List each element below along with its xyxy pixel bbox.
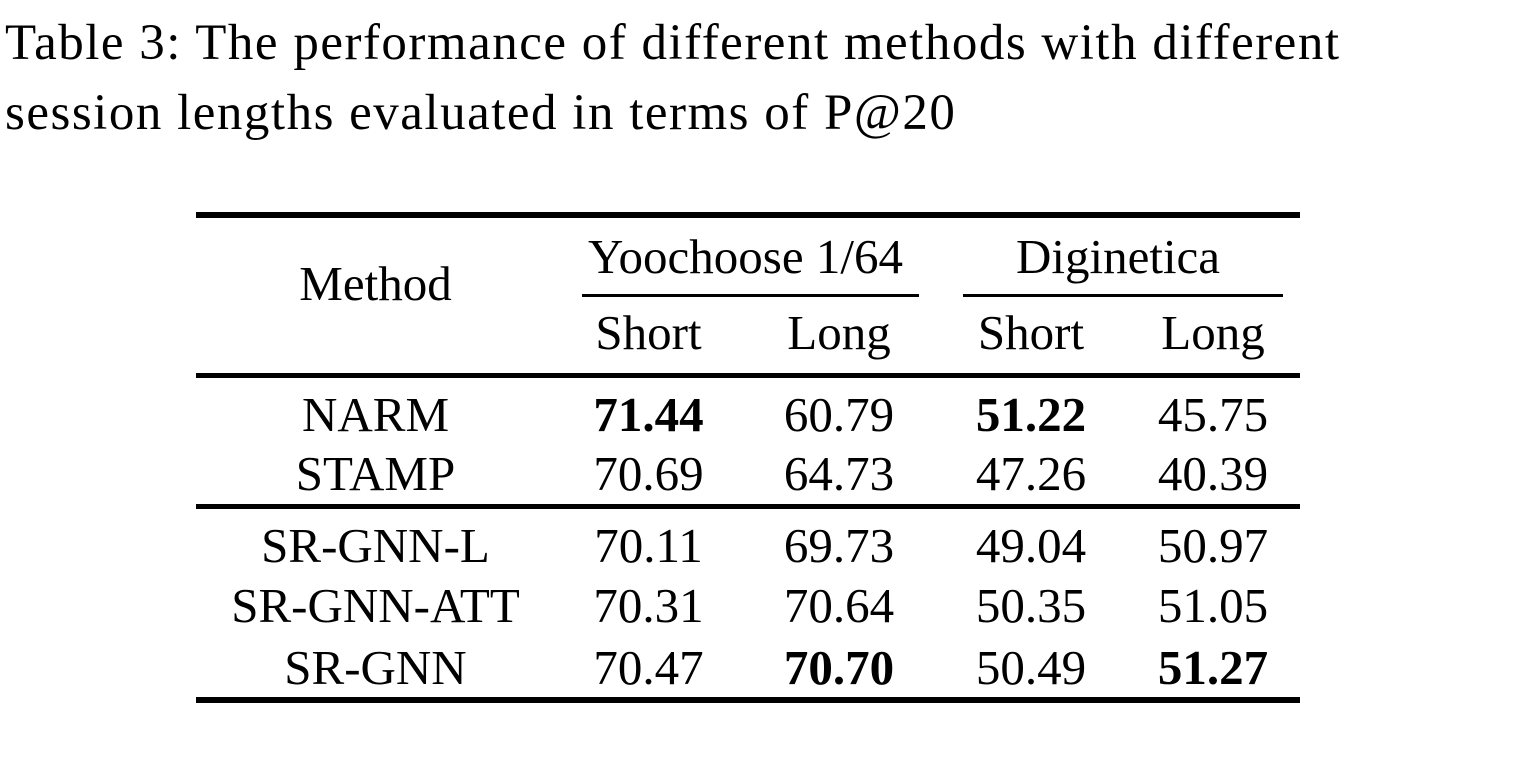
results-table-container: Method Yoochoose 1/64 Diginetica Short L… (196, 212, 1301, 703)
yoochoose-group-underline (582, 294, 920, 297)
row-label: SR-GNN (196, 637, 555, 703)
subheader-diginetica-short: Short (936, 297, 1127, 378)
header-subcolumn-row: Short Long Short Long (196, 297, 1301, 378)
cell-value: 70.64 (783, 578, 895, 633)
table-row-sr-gnn-l: SR-GNN-L 70.11 69.73 49.04 50.97 (196, 506, 1300, 574)
cell-value: 70.47 (555, 637, 742, 703)
table-row-sr-gnn: SR-GNN 70.47 70.70 50.49 51.27 (196, 637, 1301, 703)
subheader-yoochoose-long: Long (742, 297, 937, 378)
results-table: Method Yoochoose 1/64 Diginetica Short L… (196, 212, 1301, 703)
column-group-diginetica-label: Diginetica (1015, 229, 1221, 284)
row-label: SR-GNN-L (261, 517, 490, 573)
table-row-sr-gnn-att: SR-GNN-ATT 70.31 70.64 50.35 51.05 (196, 574, 1300, 637)
cell-value: 70.11 (594, 517, 703, 573)
cell-value: 69.73 (783, 517, 895, 573)
table-caption: Table 3: The performance of different me… (5, 8, 1520, 148)
cell-value: 70.70 (742, 637, 937, 703)
row-label: SR-GNN-ATT (231, 578, 520, 633)
subheader-yoochoose-short: Short (555, 297, 742, 378)
cell-value: 71.44 (593, 386, 704, 442)
method-column-header: Method (196, 215, 555, 378)
cell-value: 47.26 (936, 443, 1127, 509)
cell-value: 51.27 (1126, 637, 1301, 703)
diginetica-group-underline (963, 294, 1284, 297)
cell-value: 51.22 (975, 386, 1087, 442)
table-caption-line-1: Table 3: The performance of different me… (5, 15, 1341, 71)
column-group-yoochoose-label: Yoochoose 1/64 (588, 229, 903, 284)
cell-value: 51.05 (1157, 578, 1269, 633)
column-group-diginetica: Diginetica (936, 215, 1300, 297)
table-caption-line-2: session lengths evaluated in terms of P@… (5, 85, 957, 141)
table-row-stamp: STAMP 70.69 64.73 47.26 40.39 (196, 443, 1301, 509)
cell-value: 50.49 (936, 637, 1127, 703)
row-label: STAMP (196, 443, 555, 509)
table-row-narm: NARM 71.44 60.79 51.22 45.75 (196, 375, 1300, 443)
cell-value: 49.04 (975, 517, 1087, 573)
cell-value: 64.73 (742, 443, 937, 509)
cell-value: 60.79 (783, 386, 895, 442)
cell-value: 70.31 (593, 578, 704, 633)
header-group-row: Method Yoochoose 1/64 Diginetica (196, 215, 1300, 378)
subheader-diginetica-long: Long (1126, 297, 1301, 378)
cell-value: 45.75 (1157, 386, 1269, 442)
column-group-yoochoose: Yoochoose 1/64 (555, 215, 936, 297)
cell-value: 70.69 (555, 443, 742, 509)
cell-value: 50.35 (975, 578, 1087, 633)
cell-value: 50.97 (1157, 517, 1269, 573)
cell-value: 40.39 (1126, 443, 1301, 509)
row-label: NARM (301, 386, 450, 442)
